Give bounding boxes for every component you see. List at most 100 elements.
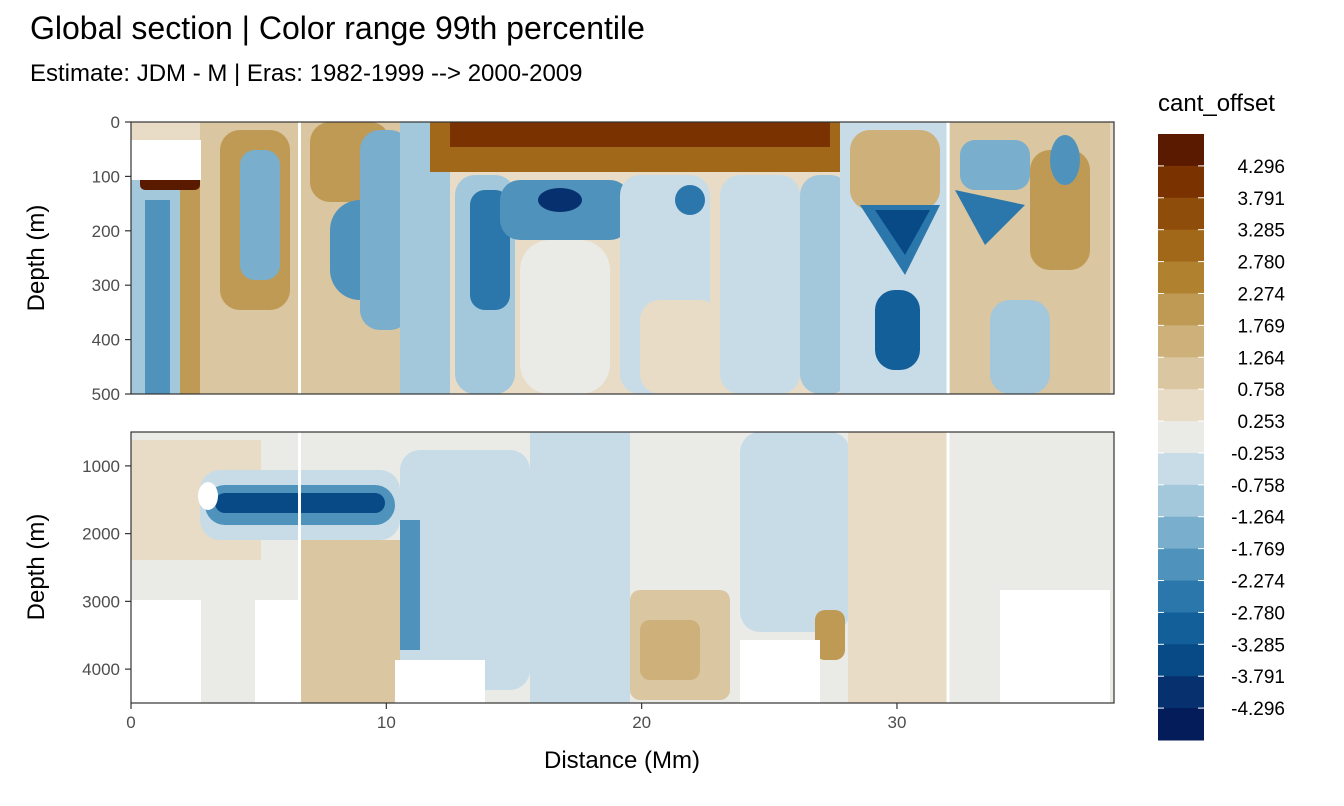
- field-patch: [145, 200, 170, 394]
- chart-title: Global section | Color range 99th percen…: [30, 10, 645, 46]
- legend-label: -0.253: [1231, 444, 1285, 465]
- x-tick-label: 10: [377, 713, 396, 732]
- x-tick-label: 20: [632, 713, 651, 732]
- field-patch: [300, 540, 400, 703]
- bottom-y-axis-title: Depth (m): [23, 514, 50, 621]
- field-patch: [740, 432, 850, 632]
- legend-label: 3.285: [1237, 221, 1285, 242]
- legend-swatch: [1158, 261, 1204, 294]
- legend-label: -3.791: [1231, 667, 1285, 688]
- y-tick-label: 200: [92, 222, 120, 241]
- legend-colorbar: [1158, 134, 1204, 741]
- field-patch: [1050, 135, 1080, 185]
- top-heatmap-field: [131, 122, 1114, 394]
- field-patch: [815, 610, 845, 660]
- bottom-y-axis: 1000 2000 3000 4000: [82, 457, 131, 679]
- legend-label: 0.758: [1237, 380, 1285, 401]
- field-patch: [990, 300, 1050, 394]
- x-axis: 0 10 20 30: [126, 703, 906, 732]
- legend-swatch: [1158, 516, 1204, 550]
- legend-swatch: [1158, 165, 1204, 199]
- legend-swatch: [1158, 357, 1204, 390]
- field-patch: [640, 300, 720, 394]
- legend-swatch: [1158, 293, 1204, 326]
- field-patch: [360, 130, 410, 330]
- missing-data: [395, 660, 485, 703]
- legend-label: 0.253: [1237, 412, 1285, 433]
- legend-label: -2.780: [1231, 603, 1285, 624]
- field-patch: [720, 175, 800, 394]
- y-tick-label: 2000: [82, 525, 120, 544]
- legend-swatch: [1158, 452, 1204, 486]
- missing-data: [131, 140, 201, 180]
- missing-data: [255, 600, 300, 703]
- field-patch: [850, 130, 940, 210]
- x-tick-label: 30: [888, 713, 907, 732]
- legend-swatch: [1158, 548, 1204, 582]
- missing-data: [740, 640, 820, 703]
- top-y-axis: 0 100 200 300 400 500: [92, 113, 131, 404]
- y-tick-label: 300: [92, 276, 120, 295]
- top-panel: 0 100 200 300 400 500: [92, 113, 1115, 404]
- field-patch: [530, 432, 630, 703]
- field-patch: [400, 520, 420, 650]
- legend-label: 4.296: [1237, 157, 1285, 178]
- field-patch: [848, 432, 948, 703]
- field-patch: [400, 450, 530, 690]
- y-tick-label: 4000: [82, 660, 120, 679]
- missing-data: [1000, 590, 1110, 703]
- y-tick-label: 1000: [82, 457, 120, 476]
- legend-label: -1.264: [1231, 508, 1285, 529]
- legend-swatch: [1158, 580, 1204, 613]
- bottom-heatmap-field: [131, 432, 1114, 703]
- legend: cant_offset 4.296 3.791 3.285 2.780 2.274 1.7…: [1158, 90, 1285, 741]
- top-y-axis-title: Depth (m): [23, 205, 50, 312]
- field-patch: [450, 122, 830, 147]
- legend-label: 1.264: [1237, 348, 1285, 369]
- missing-data: [131, 600, 201, 703]
- legend-swatch: [1158, 134, 1204, 167]
- legend-swatch: [1158, 325, 1204, 358]
- legend-swatch: [1158, 676, 1204, 709]
- legend-label: 1.769: [1237, 316, 1285, 337]
- legend-label: 2.274: [1237, 284, 1285, 305]
- legend-swatch: [1158, 389, 1204, 422]
- legend-swatch: [1158, 421, 1204, 454]
- y-tick-label: 100: [92, 167, 120, 186]
- legend-label: -3.285: [1231, 635, 1285, 656]
- field-patch: [520, 240, 610, 394]
- x-tick-label: 0: [126, 713, 135, 732]
- y-tick-label: 400: [92, 331, 120, 350]
- field-patch: [180, 150, 202, 394]
- bottom-panel-border: [130, 431, 1115, 704]
- field-patch: [875, 290, 920, 370]
- legend-title: cant_offset: [1158, 90, 1275, 117]
- legend-label: -2.274: [1231, 572, 1285, 593]
- field-patch: [538, 188, 582, 212]
- field-patch: [960, 140, 1030, 190]
- legend-label: 2.780: [1237, 253, 1285, 274]
- field-patch: [198, 482, 218, 510]
- bottom-panel: 1000 2000 3000 4000 0 10 20 30: [82, 431, 1115, 732]
- legend-labels: 4.296 3.791 3.285 2.780 2.274 1.769 1.264 0.758…: [1231, 157, 1285, 720]
- legend-label: 3.791: [1237, 189, 1285, 210]
- field-patch: [675, 185, 705, 215]
- y-tick-label: 3000: [82, 592, 120, 611]
- x-axis-title: Distance (Mm): [544, 747, 700, 774]
- legend-label: -0.758: [1231, 476, 1285, 497]
- y-tick-label: 500: [92, 385, 120, 404]
- legend-label: -1.769: [1231, 540, 1285, 561]
- legend-swatch: [1158, 197, 1204, 231]
- field-patch: [640, 620, 700, 680]
- top-panel-border: [130, 121, 1115, 395]
- legend-swatch: [1158, 484, 1204, 518]
- legend-swatch: [1158, 612, 1204, 645]
- legend-label: -4.296: [1231, 699, 1285, 720]
- field-patch: [875, 210, 930, 255]
- legend-swatch: [1158, 644, 1204, 677]
- field-patch: [240, 150, 280, 280]
- chart-subtitle: Estimate: JDM - M | Eras: 1982-1999 --> …: [30, 60, 583, 87]
- legend-swatch: [1158, 229, 1204, 263]
- field-patch: [800, 175, 850, 394]
